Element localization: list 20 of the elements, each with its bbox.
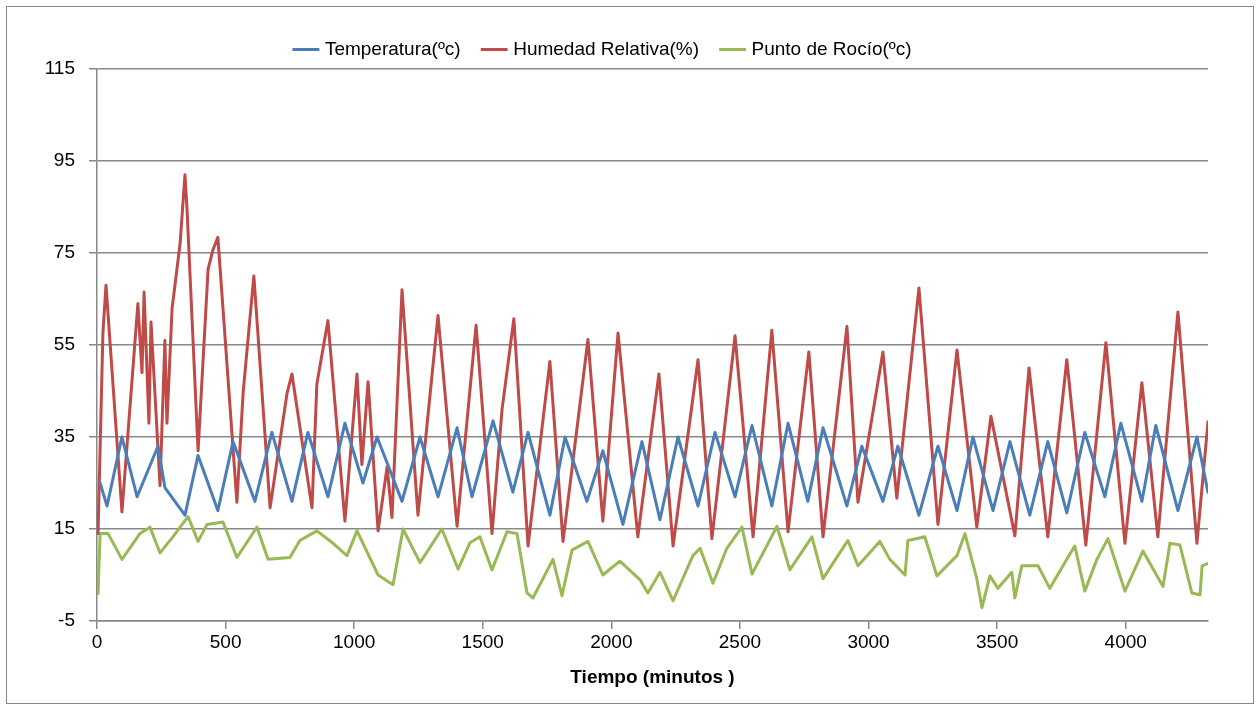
- x-tick-label: 1500: [461, 630, 504, 652]
- x-tick-label: 4000: [1104, 630, 1147, 652]
- y-tick-label: 95: [53, 149, 75, 171]
- y-tick-label: 55: [53, 333, 75, 355]
- x-tick-label: 2000: [590, 630, 633, 652]
- x-tick-label: 0: [91, 630, 103, 652]
- x-tick-label: 3500: [975, 630, 1019, 652]
- y-tick-label: 15: [53, 517, 75, 539]
- x-tick-label: 500: [209, 630, 242, 652]
- legend-label: Temperatura(ºc): [324, 37, 461, 59]
- x-axis-title: Tiempo (minutos ): [570, 665, 735, 687]
- y-tick-label: -5: [58, 609, 75, 631]
- legend-label: Punto de Rocío(ºc): [751, 37, 912, 59]
- y-tick-label: 35: [53, 425, 75, 447]
- y-tick-label: 115: [44, 57, 75, 79]
- x-tick-label: 1000: [333, 630, 376, 652]
- x-tick-label: 3000: [847, 630, 890, 652]
- x-tick-label: 2500: [718, 630, 762, 652]
- legend-label: Humedad Relativa(%): [513, 37, 700, 59]
- y-tick-label: 75: [53, 241, 75, 263]
